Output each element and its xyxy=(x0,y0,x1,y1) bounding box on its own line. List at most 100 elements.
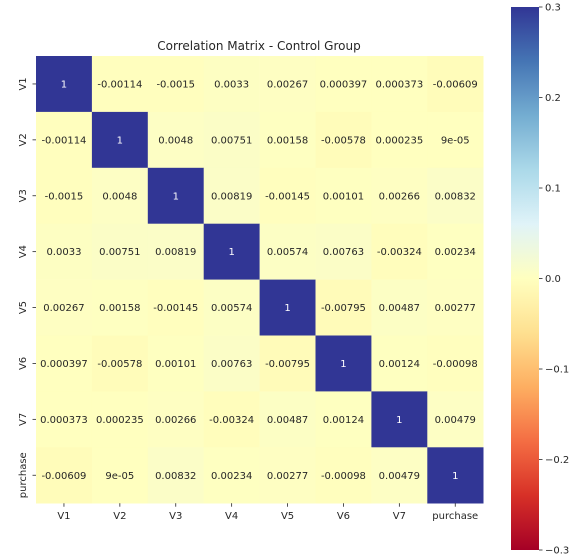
cell-value-label: -0.00114 xyxy=(97,79,142,90)
heatmap-cell xyxy=(315,56,372,113)
cell-value-label: -0.0015 xyxy=(45,191,84,202)
heatmap-cell xyxy=(147,167,204,224)
cell-value-label: -0.0015 xyxy=(156,79,195,90)
cell-value-label: 0.00832 xyxy=(155,471,196,482)
cell-value-label: 0.00124 xyxy=(379,359,420,370)
heatmap-cell xyxy=(147,223,204,280)
colorbar-tick-label: 0.2 xyxy=(545,93,561,104)
heatmap-cell xyxy=(91,279,149,336)
heatmap-cell xyxy=(203,111,260,169)
heatmap-cell xyxy=(371,279,428,336)
heatmap-cell xyxy=(259,279,316,336)
heatmap-cell xyxy=(315,391,372,448)
x-tick-label: V7 xyxy=(393,511,406,522)
heatmap-cell xyxy=(427,391,484,448)
cell-value-label: -0.00324 xyxy=(377,247,422,258)
heatmap-cell xyxy=(203,167,260,224)
heatmap-cell xyxy=(427,279,484,336)
heatmap-cell xyxy=(36,223,93,280)
cell-value-label: -0.00098 xyxy=(321,471,366,482)
heatmap-cell xyxy=(36,56,93,113)
cell-value-label: 0.00819 xyxy=(155,247,196,258)
cell-value-label: -0.00795 xyxy=(321,303,366,314)
cell-value-label: 0.000235 xyxy=(96,415,144,426)
colorbar: −0.3 −0.2 −0.1 0.0 0.1 0.2 0.3 xyxy=(511,3,569,557)
cell-value-label: 0.000397 xyxy=(40,359,88,370)
cell-value-label: 0.0033 xyxy=(46,247,81,258)
x-tick-label: V3 xyxy=(169,511,182,522)
cell-value-label: -0.00145 xyxy=(265,191,310,202)
heatmap-cell xyxy=(259,167,316,224)
cell-value-label: 0.00479 xyxy=(435,415,476,426)
heatmap-cell xyxy=(371,335,428,392)
heatmap-cell xyxy=(36,391,93,448)
x-axis-ticks: V1 V2 V3 V4 V5 V6 V7 purchase xyxy=(57,503,478,522)
x-tick-label: V4 xyxy=(225,511,238,522)
heatmap-cell xyxy=(91,167,149,224)
cell-value-label: -0.00795 xyxy=(265,359,310,370)
cell-value-label: 0.00751 xyxy=(99,247,140,258)
cell-value-label: 0.00479 xyxy=(379,471,420,482)
heatmap-cell xyxy=(203,223,260,280)
cell-value-label: 0.00763 xyxy=(323,247,364,258)
x-tick-label: V6 xyxy=(337,511,350,522)
cell-value-label: 9e-05 xyxy=(105,471,134,482)
cell-value-label: 0.00574 xyxy=(211,303,252,314)
heatmap-cell xyxy=(91,111,149,169)
y-tick-label: purchase xyxy=(18,452,29,498)
heatmap-cell xyxy=(91,335,149,392)
cell-value-label: 0.00487 xyxy=(379,303,420,314)
heatmap-cell xyxy=(315,447,372,504)
cell-value-label: 0.00267 xyxy=(267,79,308,90)
heatmap-cell xyxy=(91,56,149,113)
colorbar-tick-label: 0.0 xyxy=(545,274,561,285)
heatmap-cell xyxy=(147,335,204,392)
cell-value-label: 0.00574 xyxy=(267,247,308,258)
heatmap-cell xyxy=(427,167,484,224)
cell-value-label: 0.000373 xyxy=(40,415,88,426)
cell-value-label: 0.00234 xyxy=(435,247,476,258)
colorbar-tick-label: −0.3 xyxy=(545,546,569,557)
heatmap-cell xyxy=(147,447,204,504)
heatmap-cell xyxy=(203,391,260,448)
colorbar-tick-label: 0.3 xyxy=(545,3,561,14)
heatmap-cell xyxy=(371,447,428,504)
heatmap-cell-labels: 1 -0.00114 -0.0015 0.0033 0.00267 0.000397 0.0… xyxy=(40,79,478,481)
colorbar-tick-label: −0.1 xyxy=(545,365,569,376)
heatmap-cell xyxy=(259,223,316,280)
heatmap-cell xyxy=(371,391,428,448)
heatmap-cell xyxy=(147,391,204,448)
cell-value-label: 1 xyxy=(228,247,234,258)
x-tick-label: purchase xyxy=(432,511,478,522)
heatmap-cell xyxy=(36,111,93,169)
cell-value-label: 0.00277 xyxy=(267,471,308,482)
cell-value-label: 0.00124 xyxy=(323,415,364,426)
colorbar-gradient xyxy=(511,7,539,550)
y-tick-label: V6 xyxy=(18,357,29,370)
x-tick-label: V5 xyxy=(281,511,294,522)
cell-value-label: 0.0048 xyxy=(158,135,193,146)
heatmap-cell xyxy=(36,279,93,336)
heatmap-cell xyxy=(203,279,260,336)
cell-value-label: 0.00101 xyxy=(323,191,364,202)
y-tick-label: V2 xyxy=(18,133,29,146)
cell-value-label: 0.000373 xyxy=(375,79,423,90)
y-tick-label: V5 xyxy=(18,301,29,314)
cell-value-label: 0.00158 xyxy=(267,135,308,146)
heatmap-cell xyxy=(91,447,149,504)
chart-title: Correlation Matrix - Control Group xyxy=(157,39,360,53)
colorbar-tick-label: −0.2 xyxy=(545,455,569,466)
heatmap-cell xyxy=(315,111,372,169)
cell-value-label: 0.00266 xyxy=(379,191,420,202)
x-tick-label: V2 xyxy=(113,511,126,522)
cell-value-label: 0.00158 xyxy=(99,303,140,314)
cell-value-label: -0.00098 xyxy=(433,359,478,370)
heatmap-cell xyxy=(147,111,204,169)
heatmap-cell xyxy=(315,223,372,280)
heatmap-cell xyxy=(203,335,260,392)
cell-value-label: 0.00234 xyxy=(211,471,252,482)
cell-value-label: 1 xyxy=(173,191,179,202)
heatmap-cell xyxy=(427,335,484,392)
heatmap-cell xyxy=(36,167,93,224)
cell-value-label: -0.00578 xyxy=(321,135,366,146)
